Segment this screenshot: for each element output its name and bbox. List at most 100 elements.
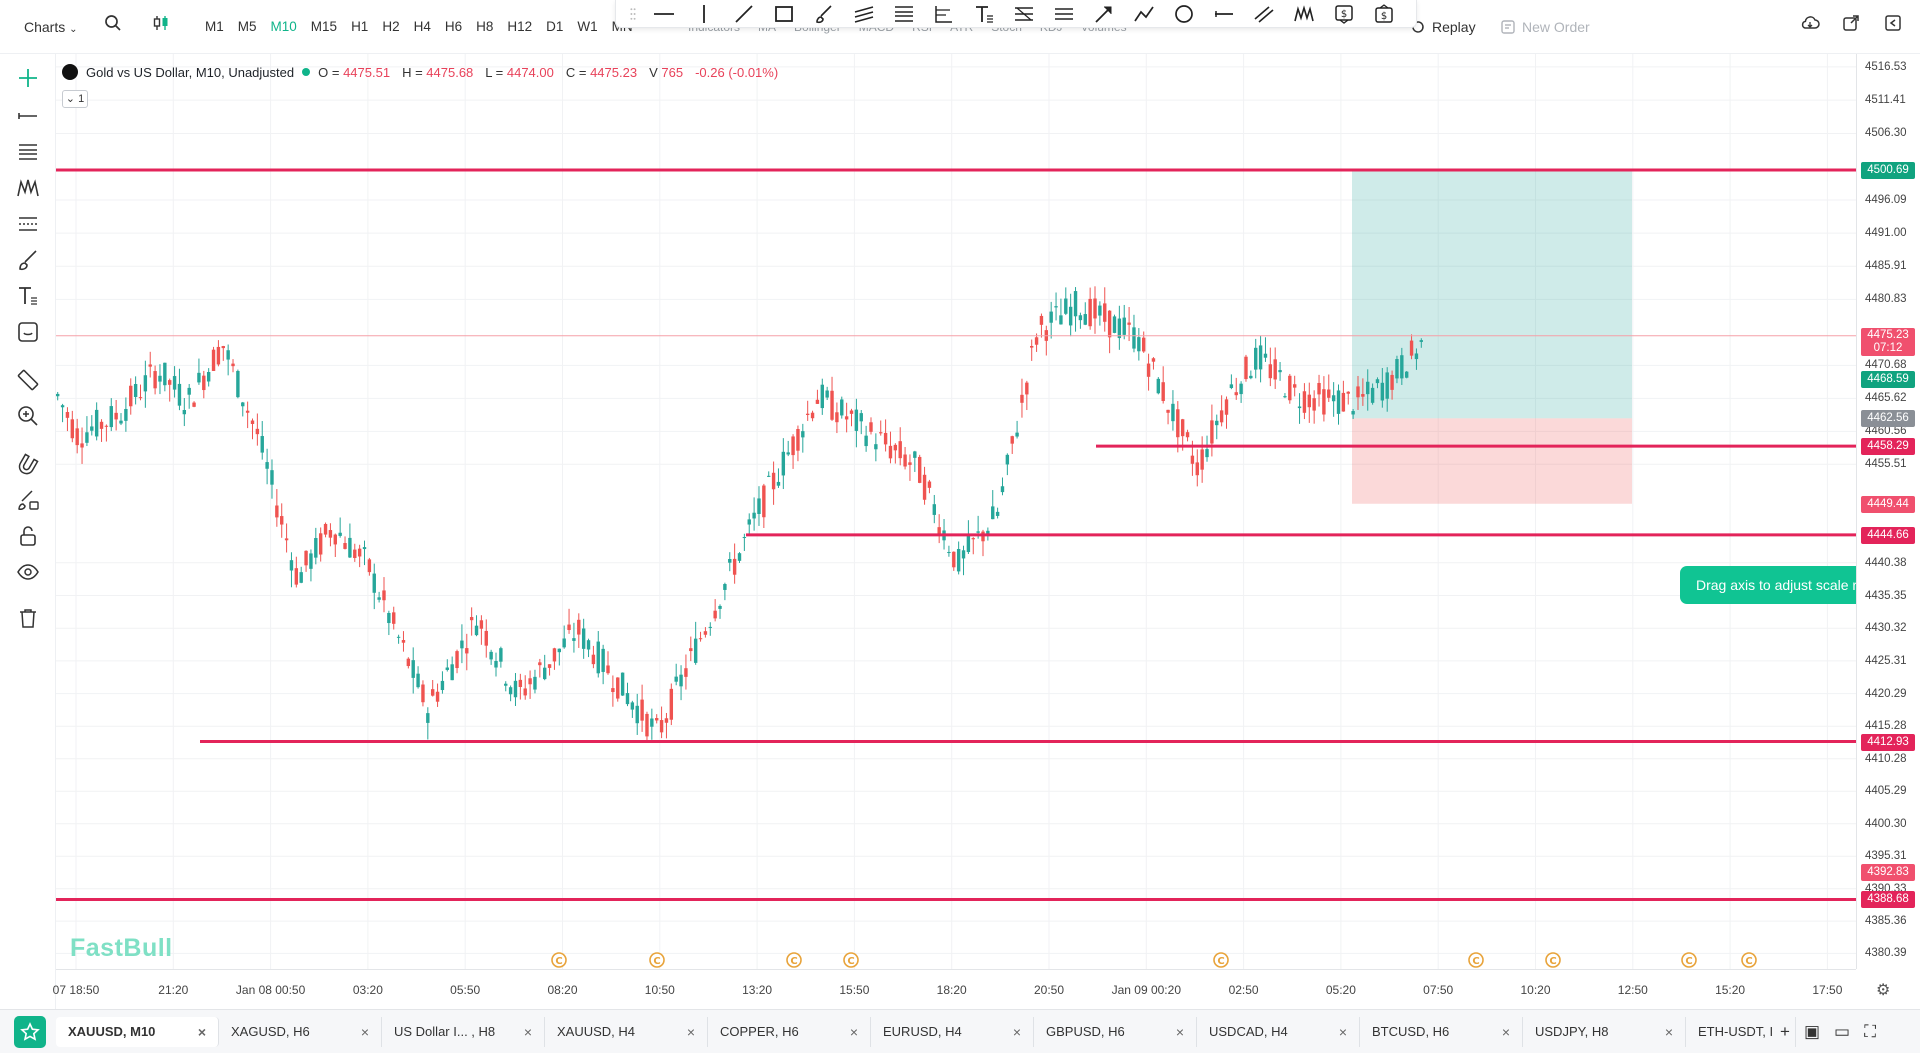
close-icon[interactable]: × <box>1012 1024 1021 1040</box>
exit-icon[interactable] <box>1880 14 1906 40</box>
chart-tab[interactable]: XAGUSD, H6 × <box>219 1017 382 1047</box>
pattern-tool-icon[interactable] <box>1284 1 1324 27</box>
fib-retracement-tool-icon[interactable] <box>884 1 924 27</box>
polyline-tool-icon[interactable] <box>1124 1 1164 27</box>
price-label[interactable]: 4392.83 <box>1861 864 1915 882</box>
close-icon[interactable]: × <box>523 1024 532 1040</box>
window-icon[interactable]: ▭ <box>1834 1022 1851 1041</box>
channel-icon[interactable] <box>14 210 42 238</box>
close-icon[interactable]: × <box>1664 1024 1673 1040</box>
new-order-button[interactable]: New Order <box>1500 14 1590 40</box>
brush-icon[interactable] <box>14 246 42 274</box>
timeframe-m1[interactable]: M1 <box>205 19 224 34</box>
price-label[interactable]: 4458.29 <box>1861 438 1915 456</box>
timeframe-d1[interactable]: D1 <box>546 19 564 34</box>
parallel-channel-tool-icon[interactable] <box>844 1 884 27</box>
replay-button[interactable]: Replay <box>1410 14 1476 40</box>
close-icon[interactable]: × <box>1175 1024 1184 1040</box>
trash-icon[interactable] <box>14 604 42 632</box>
price-label[interactable]: 4500.69 <box>1861 161 1915 179</box>
price-label[interactable]: 4462.56 <box>1861 410 1915 428</box>
price-label[interactable]: 4449.44 <box>1861 495 1915 513</box>
magnet-icon[interactable] <box>14 450 42 478</box>
time-axis[interactable]: 07 18:50 21:20 Jan 08 00:50 03:20 05:50 08:20… <box>53 969 1856 1007</box>
fib-arc-tool-icon[interactable] <box>924 1 964 27</box>
timeframe-h8[interactable]: H8 <box>476 19 494 34</box>
timeframe-w1[interactable]: W1 <box>577 19 598 34</box>
close-icon[interactable]: × <box>849 1024 858 1040</box>
charts-menu-button[interactable]: Charts ⌄ <box>24 19 78 35</box>
chart-canvas[interactable]: C C C C C C C C C Gold vs US Dollar, M10, Unadju… <box>56 54 1902 969</box>
pattern-icon[interactable] <box>14 174 42 202</box>
close-icon[interactable]: × <box>197 1024 206 1040</box>
horizontal-ray-icon[interactable] <box>14 102 42 130</box>
price-label[interactable]: 4468.59 <box>1861 371 1915 389</box>
search-icon[interactable] <box>100 14 126 40</box>
eye-icon[interactable] <box>14 558 42 586</box>
candlestick-icon[interactable] <box>148 14 174 40</box>
price-label[interactable]: 4444.66 <box>1861 526 1915 544</box>
emoji-icon[interactable] <box>14 318 42 346</box>
chart-tab[interactable]: USDJPY, H8 × <box>1523 1017 1686 1047</box>
vertical-line-tool-icon[interactable] <box>684 1 724 27</box>
brush-tool-icon[interactable] <box>804 1 844 27</box>
chart-tab[interactable]: XAUUSD, H4 × <box>545 1017 708 1047</box>
candle-body <box>289 560 294 571</box>
close-icon[interactable]: × <box>1501 1024 1510 1040</box>
crosshair-icon[interactable] <box>14 64 42 92</box>
short-position-tool-icon[interactable]: $ <box>1364 1 1404 27</box>
candle-body <box>518 679 523 688</box>
arrow-tool-icon[interactable] <box>1084 1 1124 27</box>
drag-handle-icon[interactable] <box>622 1 644 27</box>
close-icon[interactable]: × <box>686 1024 695 1040</box>
chart-tab[interactable]: XAUUSD, M10 × <box>56 1017 219 1047</box>
timeframe-h4[interactable]: H4 <box>413 19 431 34</box>
text-icon[interactable] <box>14 282 42 310</box>
trendline-tool-icon[interactable] <box>724 1 764 27</box>
chart-tab[interactable]: BTCUSD, H6 × <box>1360 1017 1523 1047</box>
ruler-icon[interactable] <box>14 366 42 394</box>
chart-tab[interactable]: EURUSD, H4 × <box>871 1017 1034 1047</box>
timeframe-h12[interactable]: H12 <box>507 19 533 34</box>
lock-icon[interactable] <box>14 522 42 550</box>
candle-body <box>421 684 425 703</box>
horizontal-line-tool-icon[interactable] <box>644 1 684 27</box>
fullscreen-icon[interactable]: ⛶ <box>1864 1022 1876 1041</box>
rectangle-tool-icon[interactable] <box>764 1 804 27</box>
price-axis[interactable]: 4516.53 4511.41 4506.30 4496.09 4491.00 4485.… <box>1856 54 1920 969</box>
price-label[interactable]: 4388.68 <box>1861 891 1915 909</box>
timeframe-m5[interactable]: M5 <box>237 19 257 34</box>
chart-tab[interactable]: USDCAD, H4 × <box>1197 1017 1360 1047</box>
timeframe-m15[interactable]: M15 <box>310 19 338 34</box>
circle-tool-icon[interactable] <box>1164 1 1204 27</box>
price-label[interactable]: 4412.93 <box>1861 733 1915 751</box>
gear-icon[interactable]: ⚙ <box>1876 982 1891 999</box>
star-icon[interactable] <box>14 1016 46 1048</box>
text-tool-icon[interactable] <box>964 1 1004 27</box>
price-label[interactable]: 4475.23 07:12 <box>1861 327 1915 356</box>
ray-tool-icon[interactable] <box>1204 1 1244 27</box>
pitchfork-tool-icon[interactable] <box>1004 1 1044 27</box>
close-icon[interactable]: × <box>1338 1024 1347 1040</box>
add-tab-icon[interactable]: + <box>1780 1022 1790 1041</box>
chart-tab[interactable]: COPPER, H6 × <box>708 1017 871 1047</box>
fib-icon[interactable] <box>14 138 42 166</box>
timeframe-h2[interactable]: H2 <box>382 19 400 34</box>
share-icon[interactable] <box>1838 14 1864 40</box>
timeframe-h6[interactable]: H6 <box>444 19 463 34</box>
cloud-icon[interactable] <box>1797 14 1823 40</box>
indicator-collapse-button[interactable]: ⌄ 1 <box>62 90 88 108</box>
long-position-tool-icon[interactable]: $ <box>1324 1 1364 27</box>
close-icon[interactable]: × <box>360 1024 369 1040</box>
layout-icon[interactable]: ▣ <box>1803 1022 1820 1041</box>
chart-tab[interactable]: US Dollar I... , H8 × <box>382 1017 545 1047</box>
timeframe-h1[interactable]: H1 <box>351 19 369 34</box>
draw-lock-icon[interactable] <box>14 486 42 514</box>
chart-tab[interactable]: GBPUSD, H6 × <box>1034 1017 1197 1047</box>
timeframe-m10[interactable]: M10 <box>270 19 297 34</box>
zoom-icon[interactable] <box>14 402 42 430</box>
double-line-tool-icon[interactable] <box>1244 1 1284 27</box>
gann-tool-icon[interactable] <box>1044 1 1084 27</box>
chart-tab[interactable]: ETH-USDT, I <box>1686 1017 1796 1047</box>
